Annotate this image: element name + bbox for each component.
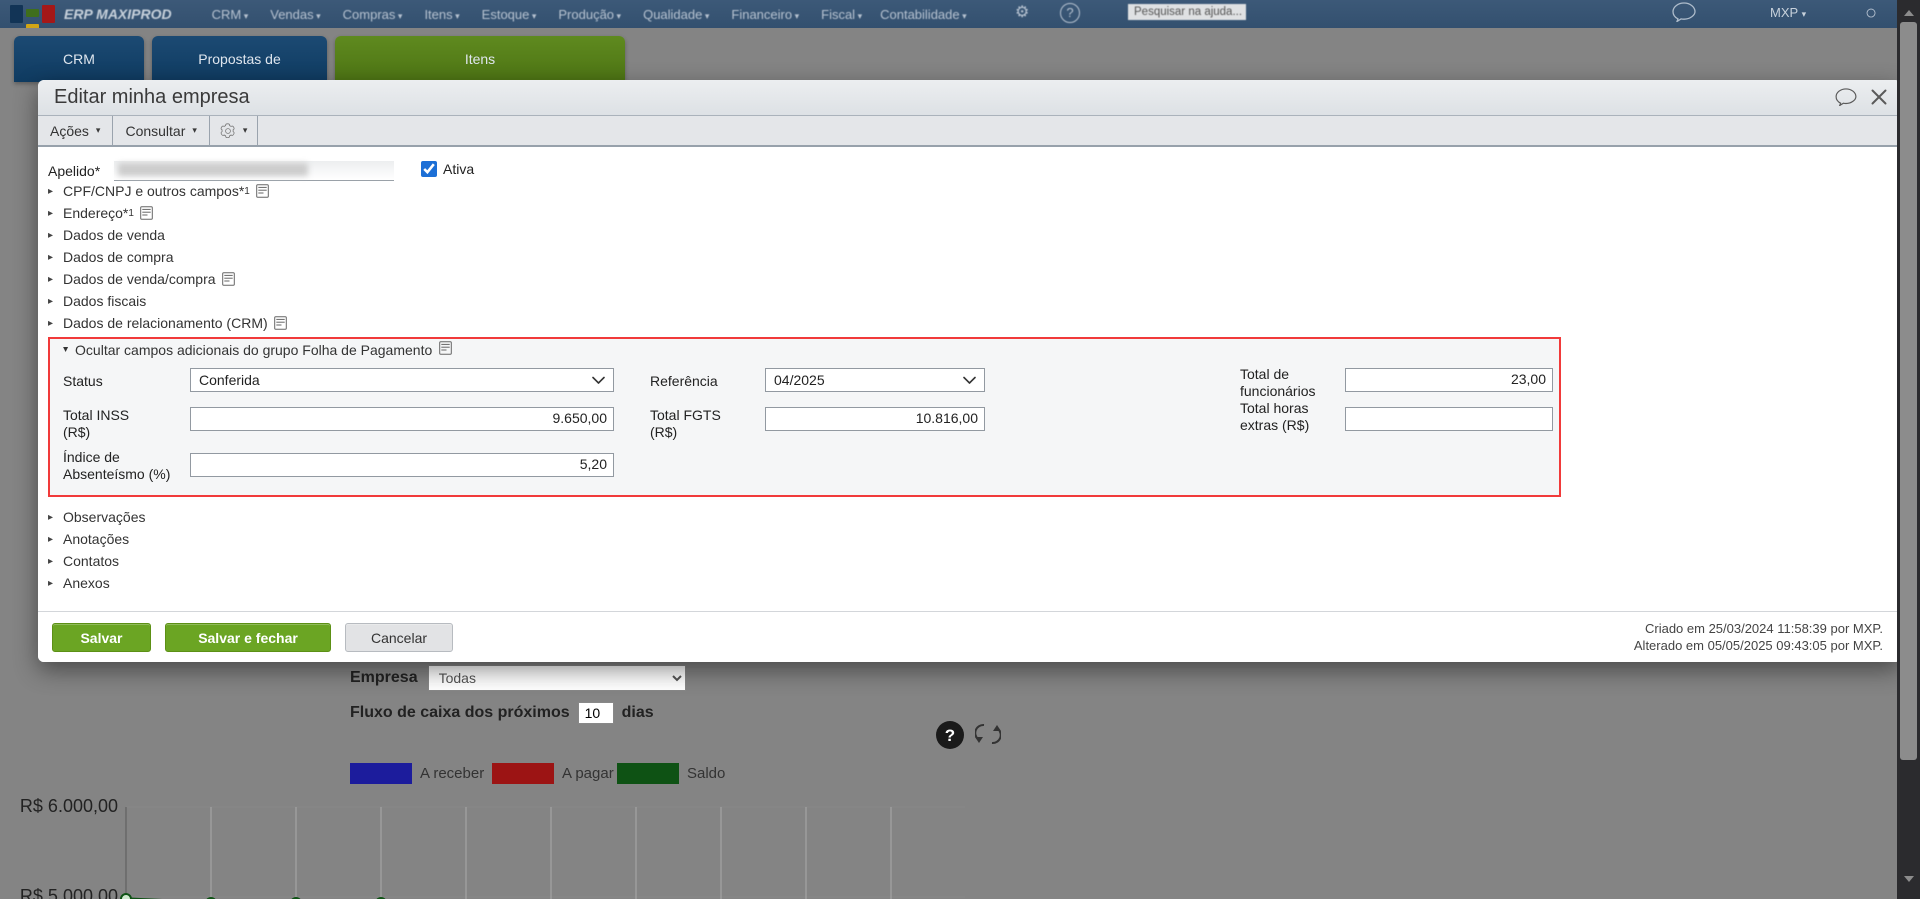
svg-text:R$ 6.000,00: R$ 6.000,00: [20, 796, 118, 816]
svg-text:R$ 5.000,00: R$ 5.000,00: [20, 886, 118, 899]
svg-text:?: ?: [945, 726, 955, 745]
